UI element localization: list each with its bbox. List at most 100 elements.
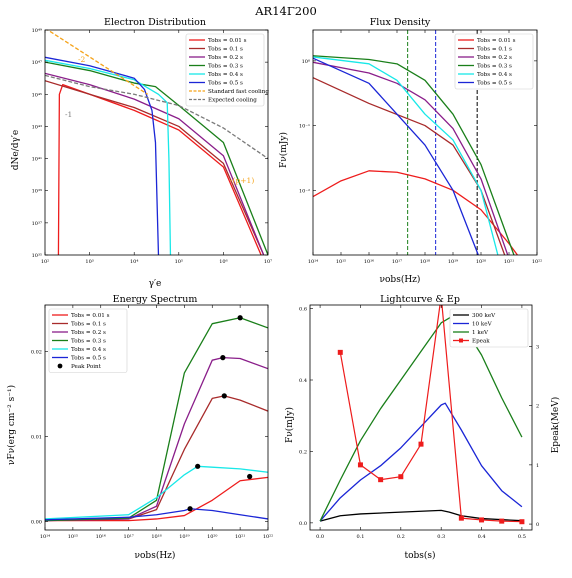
- lightcurve-series-line-0: [319, 509, 522, 522]
- lightcurve-ytick-label-1: 0.2: [299, 449, 307, 455]
- electron-distribution-panel: Electron Distribution 10² 10³ 10⁴ 10⁵ 10⁶ 10⁷…: [11, 17, 272, 289]
- electron-series-line-5: [45, 56, 160, 255]
- lightcurve-xtick-label-0: 0.0: [316, 534, 324, 540]
- flux-xtick-label-7: 10²¹: [504, 259, 514, 265]
- lightcurve-epeak-marker-0: [337, 349, 343, 355]
- electron-xtick-label-1: 10³: [85, 259, 93, 265]
- spectrum-xtick-label-5: 10¹⁹: [179, 534, 189, 540]
- flux-legend-label-2: Tobs = 0.2 s: [477, 55, 512, 61]
- spectrum-legend-label-2: Tobs = 0.2 s: [71, 330, 106, 336]
- lightcurve-ytick-label-3: 0.6: [299, 307, 307, 313]
- lightcurve-xtick-label-4: 0.4: [478, 534, 486, 540]
- lightcurve-plot-area: [319, 305, 525, 525]
- spectrum-peak-point-1: [221, 393, 227, 399]
- flux-ytick-label-0: 10⁻²: [299, 188, 310, 194]
- electron-ytick-label-0: 10³⁵: [32, 253, 42, 259]
- spectrum-series-line-1: [45, 395, 268, 522]
- flux-xlabel: νobs(Hz): [380, 274, 421, 285]
- lightcurve-epeak-marker-1: [357, 462, 363, 468]
- electron-xlabel: γ′e: [149, 279, 162, 289]
- electron-annotation-minus2: -2: [78, 55, 86, 64]
- lightcurve-legend: 300 keV 10 keV 1 keV Epeak: [449, 308, 529, 348]
- lightcurve-xlabel: tobs(s): [404, 550, 435, 561]
- lightcurve-legend-label-1: 10 keV: [472, 322, 493, 328]
- spectrum-xlabel: νobs(Hz): [135, 550, 176, 561]
- lightcurve-axis-ticks: 0 1 2 3 0.0 0.1 0.2 0.3 0.4 0.5 0.0 0.2 0.4 0.6: [299, 305, 539, 540]
- flux-legend-label-1: Tobs = 0.1 s: [477, 47, 512, 53]
- electron-series-line-4: [45, 59, 172, 255]
- spectrum-legend-label-5: Tobs = 0.5 s: [71, 356, 106, 362]
- electron-series-line-2: [45, 72, 265, 255]
- spectrum-legend-swatch-6: [57, 363, 63, 369]
- lightcurve-legend-label-3: Epeak: [472, 339, 490, 345]
- flux-legend-label-4: Tobs = 0.4 s: [477, 72, 512, 78]
- spectrum-legend-label-1: Tobs = 0.1 s: [71, 322, 106, 328]
- electron-xtick-label-5: 10⁷: [264, 259, 272, 265]
- lightcurve-xtick-label-1: 0.1: [356, 534, 364, 540]
- electron-annotation-minus1: -1: [65, 110, 72, 119]
- electron-legend-label-6: Standard fast cooling: [208, 89, 269, 95]
- spectrum-legend-label-4: Tobs = 0.4 s: [71, 347, 106, 353]
- spectrum-ytick-label-2: 0.02: [31, 350, 42, 356]
- lightcurve-epeak-marker-2: [378, 477, 384, 483]
- lightcurve-ytick-right-label-0: 0: [536, 522, 539, 528]
- spectrum-legend-label-3: Tobs = 0.3 s: [71, 339, 106, 345]
- flux-series-line-2: [313, 61, 509, 255]
- spectrum-legend-label-6: Peak Point: [71, 364, 102, 370]
- lightcurve-title: Lightcurve & Ep: [380, 294, 460, 305]
- spectrum-xtick-label-1: 10¹⁵: [68, 534, 78, 540]
- electron-series-line-1: [45, 80, 265, 255]
- lightcurve-right-series-line-0: [339, 305, 522, 523]
- electron-axes-frame: [44, 29, 269, 256]
- spectrum-xtick-label-6: 10²⁰: [207, 534, 217, 540]
- lightcurve-epeak-marker-9: [519, 519, 525, 525]
- spectrum-peak-point-0: [247, 473, 253, 480]
- spectrum-ylabel: νFν(erg cm⁻² s⁻¹): [6, 385, 17, 465]
- spectrum-ytick-label-1: 0.01: [31, 435, 42, 441]
- electron-legend-label-0: Tobs = 0.01 s: [208, 38, 247, 44]
- spectrum-title: Energy Spectrum: [113, 294, 198, 305]
- spectrum-xtick-label-8: 10²²: [263, 534, 273, 540]
- lightcurve-epeak-marker-6: [458, 515, 464, 521]
- flux-legend-label-0: Tobs = 0.01 s: [477, 38, 516, 44]
- flux-axis-ticks: 10¹⁴ 10¹⁵ 10¹⁶ 10¹⁷ 10¹⁸ 10¹⁹ 10²⁰ 10²¹ 10²² 10⁻²…: [299, 30, 542, 265]
- electron-legend: Tobs = 0.01 s Tobs = 0.1 s Tobs = 0.2 s Tob…: [185, 33, 269, 107]
- spectrum-series-line-4: [45, 465, 268, 520]
- lightcurve-xtick-label-3: 0.3: [437, 534, 445, 540]
- spectrum-axis-ticks: 10¹⁴ 10¹⁵ 10¹⁶ 10¹⁷ 10¹⁸ 10¹⁹ 10²⁰ 10²¹ 10²² 0.00…: [31, 305, 273, 540]
- lightcurve-ytick-right-label-2: 2: [536, 404, 539, 410]
- lightcurve-xtick-label-5: 0.5: [518, 534, 526, 540]
- flux-xtick-label-4: 10¹⁸: [420, 259, 430, 265]
- electron-xtick-label-0: 10²: [41, 259, 49, 265]
- electron-xtick-label-4: 10⁶: [219, 259, 227, 265]
- lightcurve-legend-marker-3: [459, 338, 463, 343]
- electron-ylabel: dNe/dγ′e: [11, 130, 21, 171]
- electron-legend-label-4: Tobs = 0.4 s: [208, 72, 243, 78]
- flux-series-line-5: [313, 57, 479, 255]
- spectrum-series-line-5: [45, 508, 268, 521]
- spectrum-series-line-2: [45, 356, 268, 522]
- lightcurve-ytick-right-label-1: 1: [536, 463, 539, 469]
- flux-legend-label-5: Tobs = 0.5 s: [477, 81, 512, 87]
- electron-xtick-label-3: 10⁵: [175, 259, 183, 265]
- flux-xtick-label-0: 10¹⁴: [308, 259, 318, 265]
- lightcurve-series-line-1: [319, 402, 523, 522]
- flux-xtick-label-1: 10¹⁵: [336, 259, 346, 265]
- lightcurve-ytick-label-2: 0.4: [299, 378, 307, 384]
- spectrum-xtick-label-4: 10¹⁸: [151, 534, 161, 540]
- spectrum-xtick-label-3: 10¹⁷: [123, 534, 133, 540]
- electron-legend-label-1: Tobs = 0.1 s: [208, 47, 243, 53]
- spectrum-series-line-0: [45, 476, 268, 522]
- flux-series-line-4: [313, 56, 499, 255]
- spectrum-peak-point-2: [220, 355, 226, 361]
- lightcurve-ytick-label-0: 0.0: [299, 521, 307, 527]
- flux-ytick-label-1: 10⁻¹: [299, 124, 310, 130]
- spectrum-legend-label-0: Tobs = 0.01 s: [71, 313, 110, 319]
- figure-suptitle: AR14Γ200: [254, 4, 317, 18]
- electron-xtick-label-2: 10⁴: [130, 259, 138, 265]
- electron-ytick-label-6: 10⁴⁷: [32, 60, 42, 66]
- lightcurve-ylabel: Fν(mJy): [284, 407, 295, 443]
- flux-xtick-label-8: 10²²: [532, 259, 542, 265]
- electron-series-line-7: [45, 74, 268, 160]
